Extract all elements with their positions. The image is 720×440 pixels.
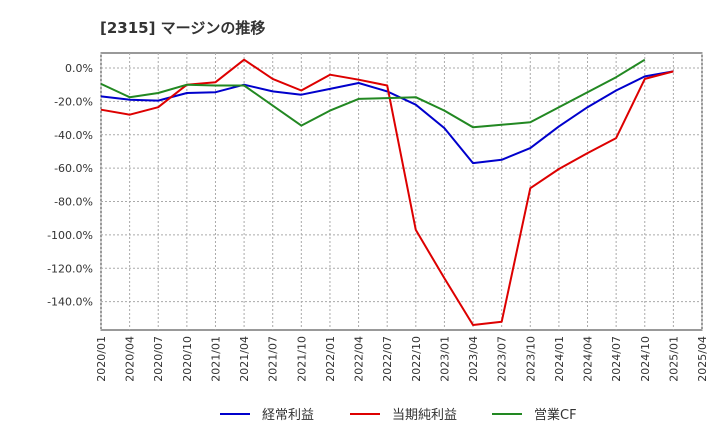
y-tick-label: -120.0% — [47, 262, 93, 275]
x-tick-label: 2024/04 — [582, 336, 595, 382]
series-line-1 — [100, 70, 674, 165]
x-tick-label: 2021/10 — [295, 336, 308, 382]
x-tick-label: 2022/04 — [353, 336, 366, 382]
x-tick-label: 2025/01 — [667, 336, 680, 382]
y-tick-label: -140.0% — [47, 296, 93, 309]
series-lines — [100, 58, 674, 326]
legend-label: 経常利益 — [262, 408, 314, 423]
legend: 経常利益 当期純利益 営業CF — [220, 407, 577, 423]
x-tick-label: 2020/01 — [95, 336, 108, 382]
x-tick-label: 2024/01 — [553, 336, 566, 382]
y-tick-label: -40.0% — [54, 129, 93, 142]
x-tick-label: 2023/10 — [524, 336, 537, 382]
x-tick-label: 2022/07 — [381, 336, 394, 382]
y-gridlines — [101, 67, 702, 303]
plot-frame — [100, 52, 703, 331]
legend-label: 営業CF — [534, 407, 577, 423]
x-gridlines — [100, 53, 703, 330]
x-tick-label: 2023/07 — [496, 336, 509, 382]
legend-label: 当期純利益 — [392, 408, 457, 423]
y-tick-label: -100.0% — [47, 229, 93, 242]
x-tick-label: 2022/01 — [324, 336, 337, 382]
y-tick-label: -60.0% — [54, 162, 93, 175]
chart-title: [2315] マージンの推移 — [100, 19, 265, 37]
x-tick-label: 2020/04 — [124, 336, 137, 382]
y-tick-label: 0.0% — [65, 62, 93, 75]
x-tick-label: 2023/01 — [438, 336, 451, 382]
x-tick-label: 2021/04 — [238, 336, 251, 382]
y-tick-labels: 0.0% -20.0% -40.0% -60.0% -80.0% -100.0% -120.… — [47, 62, 93, 309]
x-tick-label: 2021/01 — [209, 336, 222, 382]
x-tick-label: 2024/10 — [639, 336, 652, 382]
series-line-3 — [100, 58, 646, 129]
x-tick-label: 2023/04 — [467, 336, 480, 382]
x-tick-label: 2024/07 — [610, 336, 623, 382]
x-tick-label: 2021/07 — [267, 336, 280, 382]
x-tick-label: 2022/10 — [410, 336, 423, 382]
x-tick-label: 2020/10 — [181, 336, 194, 382]
y-tick-label: -20.0% — [54, 95, 93, 108]
series-line-2 — [100, 58, 674, 326]
y-tick-label: -80.0% — [54, 196, 93, 209]
x-tick-labels: 2020/01 2020/04 2020/07 2020/10 2021/01 2021/… — [95, 336, 709, 382]
x-tick-label: 2025/04 — [696, 336, 709, 382]
x-tick-label: 2020/07 — [152, 336, 165, 382]
